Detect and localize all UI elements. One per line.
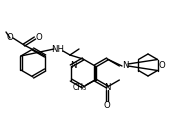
Text: O: O [104,102,111,111]
Text: O: O [7,34,13,42]
Text: N: N [104,83,111,92]
Text: CH₃: CH₃ [73,83,87,91]
Text: O: O [36,33,42,42]
Text: NH: NH [51,46,64,54]
Text: O: O [159,61,165,70]
Text: N: N [122,61,128,70]
Text: N: N [70,61,76,70]
